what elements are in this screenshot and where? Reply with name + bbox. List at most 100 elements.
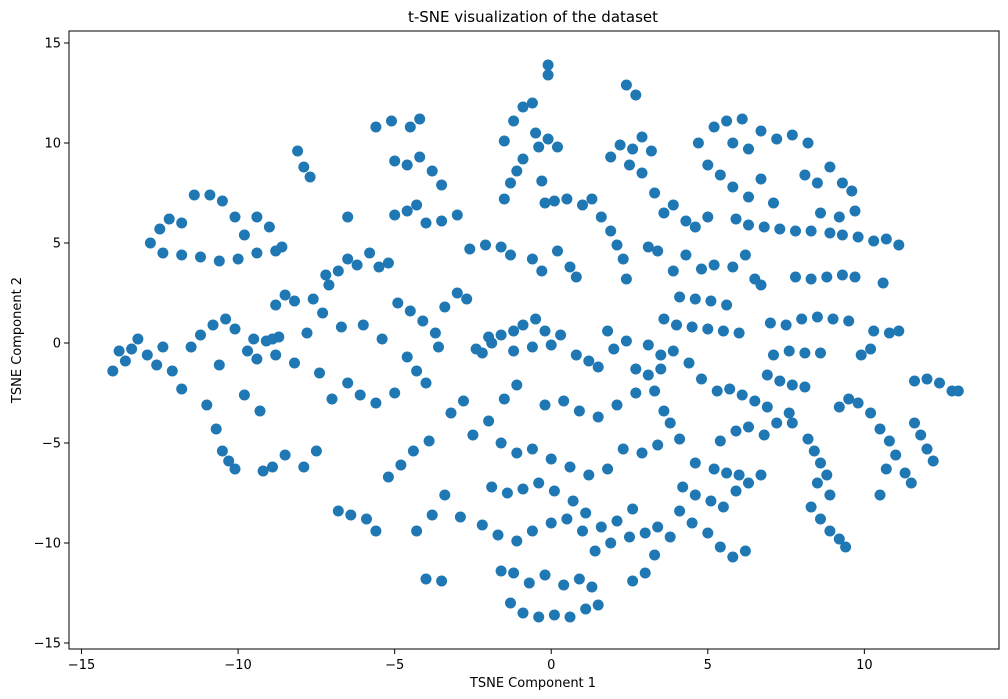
scatter-point bbox=[564, 461, 576, 473]
scatter-point bbox=[771, 133, 783, 145]
scatter-point bbox=[542, 69, 554, 81]
scatter-point bbox=[207, 319, 219, 331]
scatter-point bbox=[498, 193, 510, 205]
chart-title: t-SNE visualization of the dataset bbox=[408, 8, 658, 26]
scatter-point bbox=[414, 113, 426, 125]
scatter-point bbox=[893, 239, 905, 251]
scatter-point bbox=[176, 383, 188, 395]
scatter-point bbox=[730, 485, 742, 497]
scatter-point bbox=[345, 509, 357, 521]
scatter-point bbox=[414, 151, 426, 163]
scatter-point bbox=[564, 261, 576, 273]
scatter-point bbox=[821, 271, 833, 283]
scatter-point bbox=[467, 429, 479, 441]
scatter-point bbox=[342, 253, 354, 265]
scatter-point bbox=[523, 577, 535, 589]
scatter-point bbox=[774, 375, 786, 387]
scatter-point bbox=[542, 133, 554, 145]
scatter-point bbox=[370, 121, 382, 133]
scatter-point bbox=[279, 289, 291, 301]
scatter-point bbox=[865, 407, 877, 419]
scatter-point bbox=[411, 525, 423, 537]
scatter-point bbox=[686, 321, 698, 333]
scatter-point bbox=[470, 343, 482, 355]
scatter-point bbox=[539, 197, 551, 209]
scatter-point bbox=[583, 355, 595, 367]
y-tick-label: 5 bbox=[53, 237, 61, 252]
scatter-point bbox=[335, 321, 347, 333]
scatter-point bbox=[242, 345, 253, 357]
scatter-point bbox=[204, 189, 216, 201]
scatter-point bbox=[495, 329, 507, 341]
scatter-point bbox=[376, 333, 388, 345]
scatter-point bbox=[642, 339, 654, 351]
scatter-point bbox=[602, 325, 614, 337]
scatter-point bbox=[517, 607, 529, 619]
scatter-point bbox=[595, 211, 607, 223]
scatter-point bbox=[627, 503, 639, 515]
scatter-point bbox=[743, 219, 754, 231]
scatter-point bbox=[674, 505, 686, 517]
scatter-point bbox=[144, 237, 156, 249]
scatter-point bbox=[577, 199, 588, 211]
scatter-point bbox=[736, 113, 748, 125]
scatter-point bbox=[836, 269, 848, 281]
scatter-point bbox=[836, 177, 848, 189]
scatter-point bbox=[921, 443, 933, 455]
scatter-point bbox=[689, 457, 701, 469]
scatter-point bbox=[420, 217, 432, 229]
scatter-point bbox=[683, 357, 695, 369]
scatter-point bbox=[361, 513, 372, 525]
scatter-point bbox=[702, 323, 714, 335]
scatter-point bbox=[248, 333, 260, 345]
scatter-point bbox=[323, 279, 335, 291]
scatter-point bbox=[511, 379, 523, 391]
scatter-point bbox=[185, 341, 197, 353]
scatter-point bbox=[630, 387, 642, 399]
scatter-point bbox=[401, 351, 413, 363]
scatter-point bbox=[674, 291, 686, 303]
scatter-point bbox=[270, 349, 282, 361]
plot-frame bbox=[68, 30, 1000, 650]
scatter-point bbox=[304, 171, 316, 183]
scatter-point bbox=[649, 187, 661, 199]
scatter-point bbox=[927, 455, 939, 467]
scatter-point bbox=[721, 115, 733, 127]
scatter-point bbox=[605, 537, 617, 549]
scatter-point bbox=[511, 535, 523, 547]
scatter-point bbox=[717, 325, 729, 337]
scatter-point bbox=[451, 287, 463, 299]
scatter-point bbox=[508, 115, 520, 127]
scatter-point bbox=[799, 381, 811, 393]
scatter-point bbox=[727, 551, 739, 563]
scatter-point bbox=[382, 257, 394, 269]
scatter-point bbox=[517, 319, 529, 331]
scatter-point bbox=[689, 221, 701, 233]
scatter-point bbox=[799, 169, 811, 181]
scatter-point bbox=[533, 141, 545, 153]
scatter-point bbox=[865, 343, 877, 355]
scatter-point bbox=[921, 373, 933, 385]
scatter-point bbox=[890, 449, 902, 461]
scatter-point bbox=[392, 297, 404, 309]
scatter-point bbox=[545, 517, 557, 529]
scatter-point bbox=[868, 325, 880, 337]
scatter-point bbox=[790, 271, 801, 283]
scatter-point bbox=[536, 175, 548, 187]
scatter-point bbox=[702, 527, 714, 539]
scatter-point bbox=[733, 327, 745, 339]
scatter-point bbox=[692, 137, 704, 149]
x-tick-label: 10 bbox=[856, 658, 873, 673]
scatter-point bbox=[736, 389, 748, 401]
y-axis-ticks: −15 −10 −5 0 5 10 15 bbox=[34, 37, 69, 652]
scatter-point bbox=[689, 489, 701, 501]
scatter-point bbox=[201, 399, 213, 411]
scatter-point bbox=[815, 457, 826, 469]
scatter-point bbox=[883, 327, 895, 339]
scatter-point bbox=[577, 525, 588, 537]
scatter-point bbox=[232, 253, 244, 265]
points-layer bbox=[107, 59, 964, 623]
x-axis-label: TSNE Component 1 bbox=[469, 676, 596, 691]
scatter-point bbox=[370, 525, 382, 537]
